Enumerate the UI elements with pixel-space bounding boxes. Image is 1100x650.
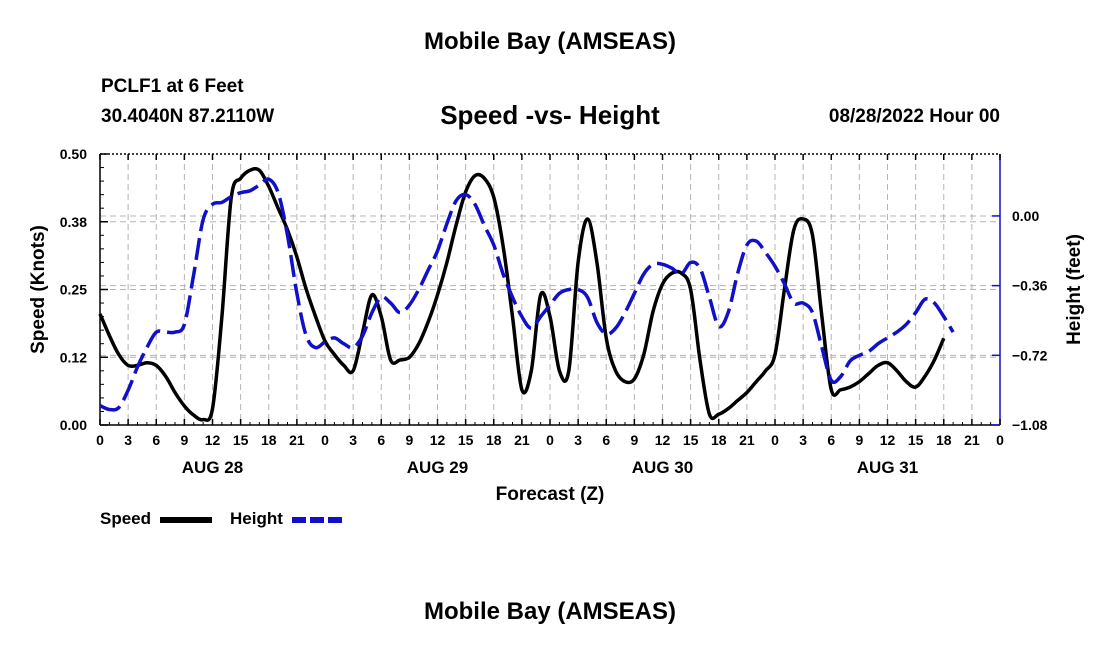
y2-tick-label: −0.36 — [1012, 278, 1048, 294]
x-tick-label: 15 — [233, 432, 249, 448]
x-tick-label: 3 — [349, 432, 357, 448]
x-day-label: AUG 31 — [857, 458, 918, 477]
x-tick-label: 9 — [405, 432, 413, 448]
x-day-label: AUG 29 — [407, 458, 468, 477]
x-tick-label: 0 — [96, 432, 104, 448]
x-tick-label: 15 — [908, 432, 924, 448]
x-tick-label: 6 — [827, 432, 835, 448]
series-line-speed — [98, 166, 946, 422]
x-tick-label: 21 — [289, 432, 305, 448]
x-tick-label: 12 — [880, 432, 896, 448]
y2-tick-label: 0.00 — [1012, 208, 1039, 224]
y-tick-label: 0.25 — [60, 282, 87, 298]
y-axis-title: Speed (Knots) — [28, 225, 49, 354]
station-label: PCLF1 at 6 Feet — [101, 76, 244, 97]
x-tick-label: 0 — [546, 432, 554, 448]
x-tick-label: 18 — [711, 432, 727, 448]
x-tick-label: 18 — [261, 432, 277, 448]
station-coordinates: 30.4040N 87.2110W — [101, 106, 275, 127]
y-tick-label: 0.12 — [60, 349, 87, 365]
x-axis-title: Forecast (Z) — [496, 484, 605, 505]
x-tick-label: 9 — [180, 432, 188, 448]
x-tick-label: 0 — [771, 432, 779, 448]
x-tick-label: 0 — [996, 432, 1004, 448]
y-tick-label: 0.50 — [60, 146, 87, 162]
legend-height-swatch — [292, 517, 342, 523]
x-tick-label: 21 — [739, 432, 755, 448]
footer-title: Mobile Bay (AMSEAS) — [423, 598, 677, 625]
x-tick-label: 9 — [630, 432, 638, 448]
x-tick-label: 6 — [602, 432, 610, 448]
x-tick-label: 9 — [855, 432, 863, 448]
x-tick-label: 3 — [124, 432, 132, 448]
x-tick-label: 6 — [152, 432, 160, 448]
x-tick-label: 12 — [430, 432, 446, 448]
x-tick-label: 21 — [964, 432, 980, 448]
speed-height-chart: 0 3 6 9 12 15 18 21 0 3 6 9 12 15 18 21 0 3 6 9 12 15 18 21 0 3 6 9… — [28, 146, 1085, 505]
x-tick-label: 6 — [377, 432, 385, 448]
forecast-datetime: 08/28/2022 Hour 00 — [828, 106, 1000, 127]
y2-tick-label: −0.72 — [1012, 347, 1048, 363]
y-tick-label: 0.38 — [60, 214, 87, 230]
x-day-label: AUG 30 — [632, 458, 693, 477]
x-tick-label: 15 — [458, 432, 474, 448]
x-tick-label: 12 — [205, 432, 221, 448]
x-tick-label: 18 — [936, 432, 952, 448]
x-tick-label: 0 — [321, 432, 329, 448]
y2-tick-label: −1.08 — [1012, 417, 1048, 433]
chart-subtitle: Speed -vs- Height — [440, 100, 660, 130]
x-tick-label: 21 — [514, 432, 530, 448]
legend-speed-swatch — [160, 517, 212, 523]
x-tick-label: 3 — [799, 432, 807, 448]
x-day-label: AUG 28 — [182, 458, 243, 477]
series-line-height — [99, 177, 955, 412]
x-tick-label: 12 — [655, 432, 671, 448]
x-tick-label: 15 — [683, 432, 699, 448]
y-tick-label: 0.00 — [60, 417, 87, 433]
x-tick-label: 18 — [486, 432, 502, 448]
chart-main-title: Mobile Bay (AMSEAS) — [423, 28, 677, 55]
legend-height-label: Height — [230, 509, 283, 528]
x-tick-label: 3 — [574, 432, 582, 448]
y2-axis-title: Height (feet) — [1064, 234, 1085, 345]
legend-speed-label: Speed — [100, 509, 152, 528]
